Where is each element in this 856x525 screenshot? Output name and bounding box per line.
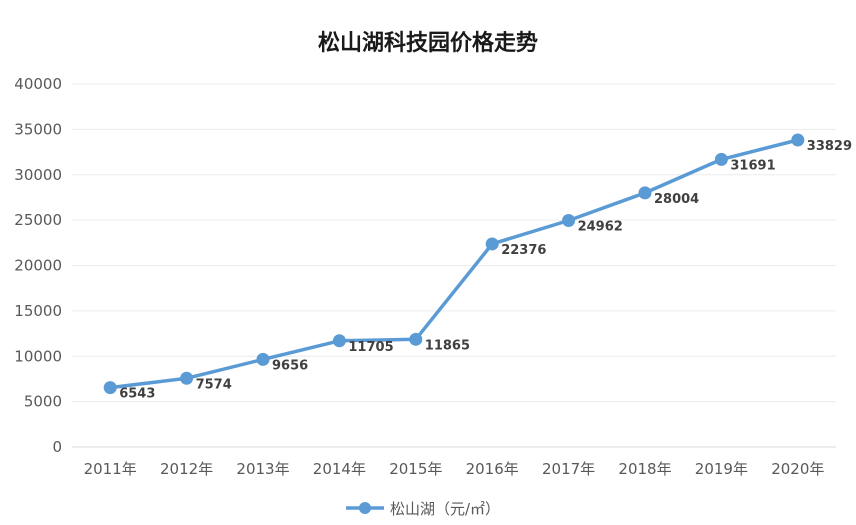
data-label: 9656 <box>272 358 308 373</box>
data-point <box>791 133 805 147</box>
data-label: 7574 <box>196 377 232 392</box>
x-tick-label: 2011年 <box>84 460 137 478</box>
legend-marker <box>359 502 371 514</box>
legend: 松山湖（元/㎡） <box>346 500 500 518</box>
y-tick-label: 15000 <box>14 302 62 320</box>
series-markers <box>103 133 805 395</box>
x-tick-label: 2015年 <box>389 460 442 478</box>
data-point <box>409 332 423 346</box>
y-tick-label: 20000 <box>14 257 62 275</box>
data-label: 11705 <box>348 340 393 355</box>
y-tick-label: 30000 <box>14 166 62 184</box>
data-point <box>103 381 117 395</box>
chart-title: 松山湖科技园价格走势 <box>318 30 538 56</box>
series-line <box>108 138 800 390</box>
x-tick-label: 2013年 <box>236 460 289 478</box>
data-point <box>638 186 652 200</box>
data-label: 28004 <box>654 192 699 207</box>
x-tick-label: 2016年 <box>466 460 519 478</box>
y-tick-label: 5000 <box>24 393 62 411</box>
data-point <box>180 371 194 385</box>
data-point <box>714 152 728 166</box>
legend-label: 松山湖（元/㎡） <box>390 500 500 518</box>
y-tick-label: 10000 <box>14 347 62 365</box>
data-labels: 6543 7574 9656 11705 11865 22376 24962 28004 316… <box>119 139 852 402</box>
x-tick-label: 2018年 <box>618 460 671 478</box>
x-tick-label: 2014年 <box>313 460 366 478</box>
x-tick-label: 2020年 <box>771 460 824 478</box>
x-tick-label: 2012年 <box>160 460 213 478</box>
data-point <box>256 352 270 366</box>
x-tick-label: 2017年 <box>542 460 595 478</box>
data-point <box>485 237 499 251</box>
y-tick-label: 25000 <box>14 211 62 229</box>
y-tick-label: 40000 <box>14 75 62 93</box>
x-tick-label: 2019年 <box>695 460 748 478</box>
gridlines <box>72 83 836 403</box>
y-tick-label: 0 <box>52 438 62 456</box>
data-label: 33829 <box>807 139 852 154</box>
data-label: 6543 <box>119 387 155 402</box>
data-label: 31691 <box>730 158 775 173</box>
x-axis-ticks: 2011年 2012年 2013年 2014年 2015年 2016年 2017年 2018年… <box>84 460 825 478</box>
y-axis-ticks: 0 5000 10000 15000 20000 25000 30000 35000 40000 <box>14 75 62 456</box>
data-point <box>562 213 576 227</box>
data-label: 22376 <box>501 243 546 258</box>
data-label: 11865 <box>425 338 470 353</box>
data-label: 24962 <box>578 219 623 234</box>
y-tick-label: 35000 <box>14 120 62 138</box>
data-point <box>332 334 346 348</box>
